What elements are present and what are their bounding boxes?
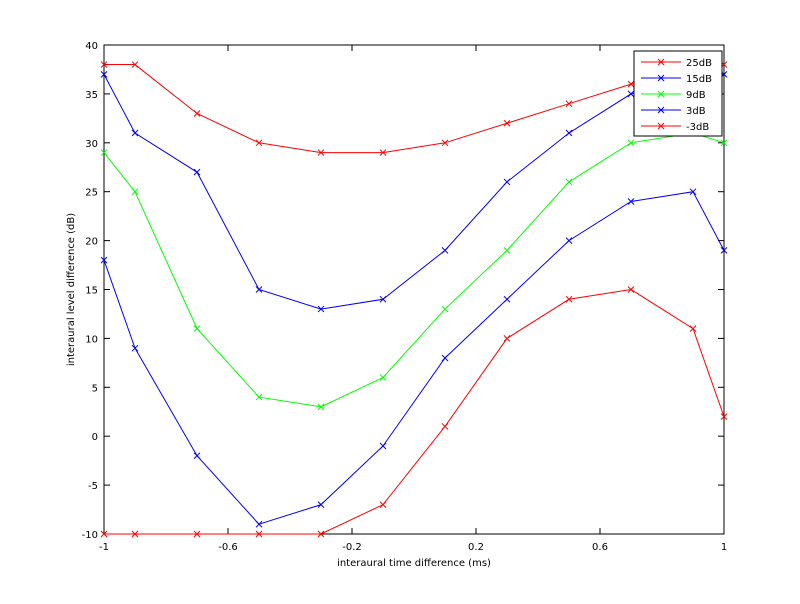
data-point bbox=[627, 286, 635, 293]
data-point bbox=[317, 403, 325, 411]
legend-marker bbox=[657, 106, 665, 114]
y-tick-label: 40 bbox=[85, 41, 98, 52]
x-tick-label: 0.2 bbox=[468, 542, 484, 553]
legend-label: 25dB bbox=[686, 58, 712, 69]
y-tick-label: -5 bbox=[88, 481, 98, 492]
data-point bbox=[441, 305, 449, 313]
data-point bbox=[379, 442, 387, 450]
data-point bbox=[131, 344, 139, 352]
series-line-3dB bbox=[103, 191, 725, 525]
data-point bbox=[627, 80, 635, 88]
y-tick-label: 0 bbox=[92, 432, 98, 443]
data-point bbox=[503, 119, 511, 127]
data-point bbox=[255, 286, 263, 293]
y-tick-label: 20 bbox=[85, 237, 98, 248]
data-point bbox=[720, 247, 728, 254]
data-point bbox=[503, 178, 511, 186]
data-point bbox=[627, 90, 635, 98]
data-point bbox=[193, 452, 201, 460]
data-point bbox=[100, 530, 108, 538]
x-tick-label: -1 bbox=[99, 542, 109, 553]
data-point bbox=[193, 325, 201, 332]
legend-marker bbox=[657, 74, 665, 82]
y-tick-label: 10 bbox=[85, 334, 98, 345]
series-line-9dB bbox=[103, 132, 725, 408]
data-point bbox=[131, 61, 139, 68]
x-tick-label: -0.6 bbox=[218, 542, 238, 553]
data-point bbox=[379, 374, 387, 381]
data-point bbox=[255, 520, 263, 528]
x-tick-label: 0.6 bbox=[592, 542, 608, 553]
data-point bbox=[193, 168, 201, 176]
data-point bbox=[255, 139, 263, 147]
data-point bbox=[565, 100, 573, 108]
data-point bbox=[100, 61, 108, 68]
data-point bbox=[100, 256, 108, 264]
data-point bbox=[565, 178, 573, 186]
data-point bbox=[565, 295, 573, 303]
data-point bbox=[131, 530, 139, 538]
data-point bbox=[503, 295, 511, 303]
y-tick-label: 35 bbox=[85, 90, 98, 101]
x-tick-label: -0.2 bbox=[342, 542, 362, 553]
data-point bbox=[379, 295, 387, 303]
data-point bbox=[441, 247, 449, 254]
data-point bbox=[565, 129, 573, 137]
data-point bbox=[317, 149, 325, 156]
data-point bbox=[627, 198, 635, 205]
data-point bbox=[720, 139, 728, 147]
data-point bbox=[193, 110, 201, 117]
legend-marker bbox=[657, 90, 665, 98]
legend-label: 9dB bbox=[686, 90, 706, 101]
plot-area bbox=[103, 44, 725, 535]
y-tick-label: -10 bbox=[82, 530, 98, 541]
data-point bbox=[193, 530, 201, 538]
data-point bbox=[689, 188, 697, 196]
data-point bbox=[379, 501, 387, 509]
data-point bbox=[317, 501, 325, 509]
y-axis-label: interaural level difference (dB) bbox=[66, 213, 77, 366]
legend-label: 3dB bbox=[686, 106, 706, 117]
y-tick-label: 5 bbox=[92, 383, 98, 394]
data-point bbox=[503, 247, 511, 254]
data-point bbox=[720, 413, 728, 420]
data-point bbox=[131, 129, 139, 137]
data-point bbox=[317, 305, 325, 313]
data-point bbox=[100, 70, 108, 78]
legend-label: -3dB bbox=[686, 122, 709, 133]
data-point bbox=[255, 530, 263, 538]
x-axis-label: interaural time difference (ms) bbox=[337, 558, 491, 569]
x-tick-label: 1 bbox=[721, 542, 727, 553]
y-tick-label: 25 bbox=[85, 188, 98, 199]
data-point bbox=[317, 530, 325, 538]
legend-marker bbox=[657, 122, 665, 130]
data-point bbox=[441, 354, 449, 362]
data-point bbox=[503, 335, 511, 342]
legend-marker bbox=[657, 58, 665, 66]
data-point bbox=[379, 149, 387, 156]
y-tick-label: 30 bbox=[85, 139, 98, 150]
data-point bbox=[131, 188, 139, 196]
legend-label: 15dB bbox=[686, 74, 712, 85]
data-point bbox=[441, 139, 449, 147]
series-line--3dB bbox=[104, 288, 725, 535]
y-tick-label: 15 bbox=[85, 286, 98, 297]
data-point bbox=[255, 393, 263, 401]
data-point bbox=[627, 139, 635, 147]
data-point bbox=[100, 149, 108, 156]
data-point bbox=[565, 237, 573, 244]
data-point bbox=[689, 325, 697, 332]
data-point bbox=[441, 423, 449, 430]
